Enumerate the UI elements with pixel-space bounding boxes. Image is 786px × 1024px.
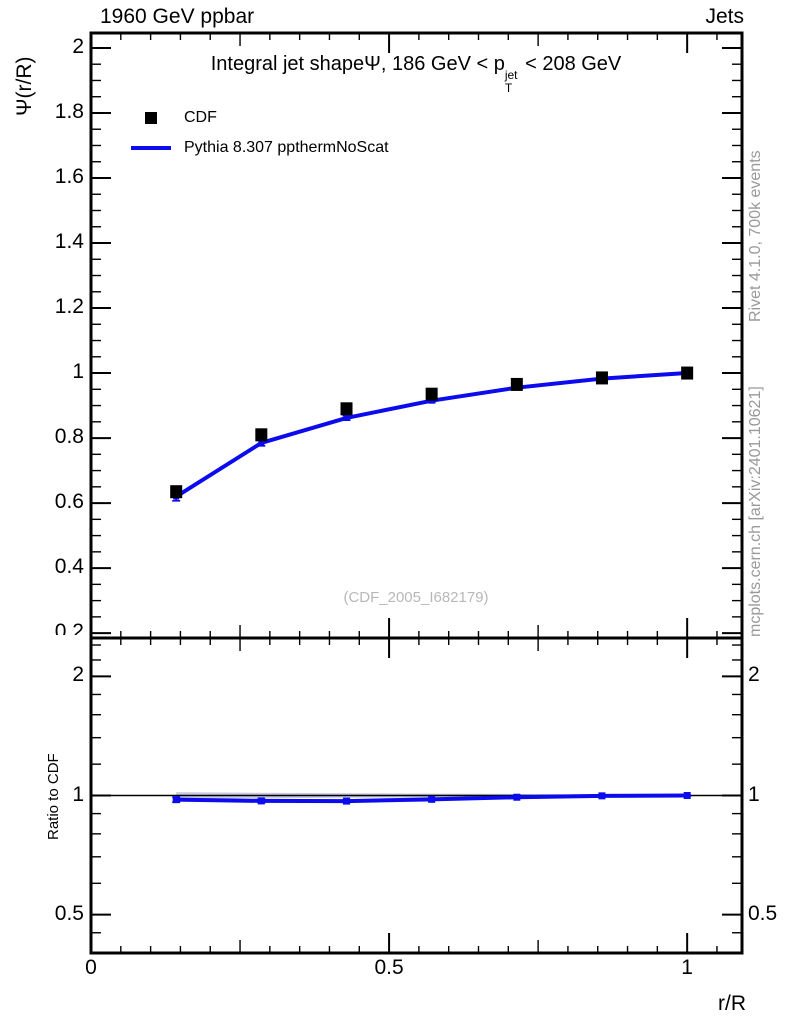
legend-marker-cell [130,146,172,150]
mcplots-arxiv-note: mcplots.cern.ch [arXiv:2401.10621] [747,386,764,637]
legend-marker-cell [130,112,172,124]
legend-item-pythia: Pythia 8.307 ppthermNoScat [130,133,389,163]
plot-title-text: Integral jet shapeΨ, 186 GeV < p [210,53,505,75]
rivet-version-note: Rivet 4.1.0, 700k events [747,150,764,322]
cdf-square-marker-icon [145,112,157,124]
analysis-category-label: Jets [705,5,744,28]
pt-subscript: T [504,80,513,95]
legend-label-pythia: Pythia 8.307 ppthermNoScat [184,139,389,156]
ratio-y-axis-title: Ratio to CDF [45,753,62,840]
pt-superscript-subscript: jet T [505,69,518,94]
main-y-axis-title: Ψ(r/R) [13,56,36,116]
legend-label-cdf: CDF [184,109,217,126]
pt-superscript: jet [504,68,518,82]
beam-energy-label: 1960 GeV ppbar [100,5,255,28]
analysis-id-watermark: (CDF_2005_I682179) [343,589,489,606]
plot-title-suffix: < 208 GeV [519,53,622,75]
x-axis-title: r/R [718,992,746,1015]
legend-item-cdf: CDF [130,103,389,133]
plot-title: Integral jet shapeΨ, 186 GeV < p jet T < 2… [90,53,742,94]
pythia-line-marker-icon [131,146,171,150]
legend: CDF Pythia 8.307 ppthermNoScat [130,103,389,163]
